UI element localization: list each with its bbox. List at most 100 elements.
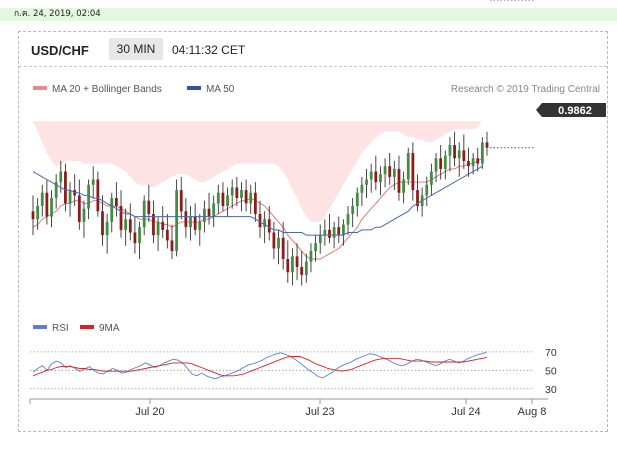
candle-body	[406, 153, 410, 180]
candle	[453, 131, 456, 167]
candle-body	[165, 229, 169, 241]
candle-body	[392, 168, 396, 177]
timeframe-button[interactable]: 30 MIN	[109, 38, 163, 60]
candle	[443, 150, 447, 180]
rsi-ma-line	[32, 356, 488, 377]
candle-body	[77, 195, 81, 222]
legend-swatch-ma50	[187, 86, 201, 90]
candle	[360, 176, 364, 206]
candle-body	[341, 224, 345, 236]
candle-body	[64, 171, 67, 204]
candle	[420, 187, 424, 217]
candle-body	[142, 200, 146, 228]
candle	[355, 187, 359, 217]
candle	[244, 179, 248, 212]
candle	[249, 184, 253, 214]
ma50-line	[32, 165, 483, 236]
research-credit: Research © 2019 Trading Central	[451, 84, 600, 95]
candle	[286, 240, 290, 283]
candle-body	[45, 192, 49, 217]
candle	[216, 184, 220, 214]
candle-body	[346, 213, 350, 225]
candle-body	[91, 179, 95, 185]
candle-body	[40, 192, 44, 206]
candle	[277, 229, 280, 265]
candle	[207, 192, 211, 225]
candle	[480, 137, 484, 169]
candle-body	[277, 237, 280, 249]
candle-body	[457, 150, 461, 159]
legend: MA 20 + Bollinger Bands MA 50	[33, 84, 235, 95]
candle	[147, 184, 151, 222]
legend-label-ma20: MA 20 + Bollinger Bands	[52, 84, 162, 95]
candle	[281, 221, 285, 270]
candle-body	[161, 221, 165, 230]
clock-time: 04:11:32 CET	[172, 43, 246, 57]
candle-body	[212, 203, 216, 217]
candle-body	[54, 182, 58, 199]
candle	[110, 192, 114, 233]
candle	[133, 216, 137, 254]
candle-body	[119, 206, 123, 230]
candle-body	[124, 219, 128, 230]
candle-body	[286, 259, 290, 273]
candle-body	[304, 261, 308, 275]
candle	[471, 153, 475, 175]
candle	[152, 200, 155, 244]
candle-body	[230, 187, 234, 196]
candle	[328, 213, 331, 244]
candle-body	[175, 190, 179, 252]
candle	[323, 219, 327, 246]
x-tick-label: Jul 24	[451, 406, 480, 418]
ma20-line	[32, 157, 483, 260]
candle	[142, 195, 146, 236]
candle	[170, 224, 174, 259]
candle-body	[36, 206, 40, 220]
candle	[138, 221, 141, 259]
candle-body	[221, 192, 225, 206]
candle-body	[267, 219, 271, 233]
candle-body	[314, 243, 317, 252]
candle	[40, 184, 44, 217]
candle	[253, 182, 257, 222]
candle-body	[476, 158, 480, 164]
candle-body	[425, 184, 429, 196]
candle	[272, 221, 276, 259]
candle	[267, 206, 271, 241]
rsi-plot: 70 50 30	[30, 347, 557, 396]
candle	[77, 179, 81, 230]
candle-body	[59, 171, 63, 183]
candle	[68, 182, 72, 217]
candle	[416, 174, 419, 212]
candle	[189, 206, 192, 241]
candle	[291, 248, 294, 286]
candle-body	[374, 171, 378, 183]
candle	[193, 203, 197, 236]
candle	[425, 176, 429, 206]
candle	[351, 198, 355, 228]
candle	[156, 216, 160, 252]
candle	[175, 179, 179, 257]
candle-body	[216, 192, 220, 204]
candle-body	[467, 160, 470, 167]
candle-body	[235, 187, 239, 199]
candle	[258, 200, 262, 238]
rsi-legend-swatch	[33, 325, 47, 329]
rsi-legend-label: RSI	[52, 323, 69, 334]
candle-body	[318, 235, 322, 244]
candle	[212, 195, 216, 228]
rsi-legend: RSI 9MA	[33, 323, 120, 334]
rsi-ma-legend-label: 9MA	[99, 323, 120, 334]
candle-body	[147, 200, 151, 214]
candle-body	[281, 237, 285, 259]
candle-body	[152, 213, 155, 236]
candle	[161, 206, 165, 238]
candle-body	[272, 232, 276, 249]
candle-body	[110, 198, 114, 222]
candle-body	[101, 211, 104, 236]
candle	[485, 131, 489, 156]
candle	[240, 182, 243, 212]
candle-body	[480, 142, 484, 164]
candle-body	[397, 168, 401, 193]
candle-body	[355, 192, 359, 206]
